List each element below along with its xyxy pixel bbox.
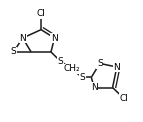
- Text: S: S: [11, 47, 16, 56]
- Text: Cl: Cl: [37, 9, 45, 18]
- Text: S: S: [97, 59, 103, 68]
- Text: N: N: [91, 83, 98, 92]
- Text: N: N: [51, 34, 58, 43]
- Text: CH₂: CH₂: [63, 64, 80, 73]
- Text: S: S: [57, 56, 63, 66]
- Text: N: N: [113, 63, 120, 71]
- Text: N: N: [19, 34, 26, 43]
- Text: S: S: [79, 73, 85, 82]
- Text: Cl: Cl: [119, 94, 128, 103]
